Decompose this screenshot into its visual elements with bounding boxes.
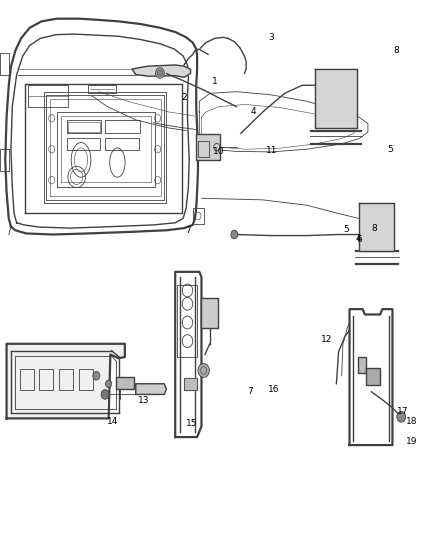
Text: 18: 18 — [406, 417, 417, 425]
Circle shape — [106, 380, 112, 387]
Text: 5: 5 — [343, 225, 349, 233]
Bar — [79, 369, 93, 390]
Text: 12: 12 — [321, 335, 332, 344]
Text: 8: 8 — [371, 224, 378, 232]
Text: 4: 4 — [251, 108, 256, 116]
Circle shape — [93, 372, 100, 380]
Bar — [358, 357, 366, 373]
Circle shape — [198, 364, 209, 377]
Bar — [116, 377, 134, 389]
Polygon shape — [359, 203, 394, 251]
Text: 3: 3 — [268, 33, 275, 42]
Bar — [196, 134, 220, 160]
Bar — [366, 368, 380, 385]
Polygon shape — [136, 384, 166, 394]
Text: 10: 10 — [213, 148, 225, 156]
Text: 1: 1 — [212, 77, 218, 85]
Text: 17: 17 — [397, 407, 409, 416]
Text: 2: 2 — [181, 93, 187, 101]
Text: 8: 8 — [393, 46, 399, 55]
Bar — [201, 298, 218, 328]
Text: 11: 11 — [266, 146, 277, 155]
Text: 19: 19 — [406, 437, 417, 446]
Circle shape — [157, 70, 162, 76]
Polygon shape — [184, 378, 197, 390]
Polygon shape — [315, 69, 357, 128]
Text: 4: 4 — [356, 234, 361, 243]
Text: 13: 13 — [138, 397, 149, 405]
Text: 6: 6 — [356, 236, 362, 244]
Bar — [59, 369, 73, 390]
Bar — [198, 141, 209, 157]
Text: 7: 7 — [185, 226, 191, 235]
Text: 15: 15 — [186, 419, 198, 428]
Bar — [39, 369, 53, 390]
Circle shape — [231, 230, 238, 239]
Polygon shape — [7, 344, 125, 418]
Bar — [20, 369, 34, 390]
Text: 14: 14 — [107, 417, 119, 425]
Polygon shape — [132, 65, 191, 77]
Text: 16: 16 — [268, 385, 279, 393]
Text: 5: 5 — [387, 145, 393, 154]
Text: 7: 7 — [247, 387, 253, 396]
Circle shape — [101, 390, 109, 399]
Circle shape — [155, 68, 164, 78]
Circle shape — [397, 411, 406, 422]
